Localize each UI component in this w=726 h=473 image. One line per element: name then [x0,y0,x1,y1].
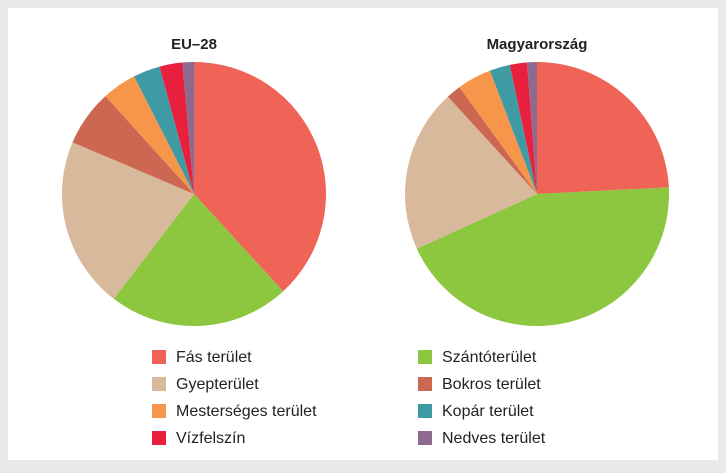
pie-slice [72,96,194,194]
pie-slice [509,62,537,194]
legend-swatch [418,350,432,364]
pie-slice [405,96,537,249]
legend-label: Kopár terület [442,403,534,420]
legend-label: Bokros terület [442,376,541,393]
chart-title: EU–28 [171,36,217,53]
pie-slice [537,62,669,194]
legend-swatch [418,377,432,391]
pie-slice [459,70,537,194]
legend-swatch [418,404,432,418]
legend-swatch [152,350,166,364]
legend-swatch [418,431,432,445]
legend-label: Mesterséges terület [176,403,317,420]
legend-label: Fás terület [176,349,252,366]
pie-slice [134,66,194,194]
legend-swatch [152,377,166,391]
legend-label: Gyepterület [176,376,259,393]
pie-slice [489,64,537,194]
pie-slice [182,62,194,194]
pie-slice [447,87,537,194]
pie-slice [113,194,284,326]
chart-title: Magyarország [487,36,588,53]
legend-swatch [152,431,166,445]
pie-slice [61,142,194,299]
legend-label: Szántóterület [442,349,537,366]
legend-label: Vízfelszín [176,430,245,447]
pie-slice [416,187,669,327]
legend-swatch [152,404,166,418]
pie-slice [105,76,194,194]
pie-slice [527,62,537,194]
legend-label: Nedves terület [442,430,546,447]
pie-slice [194,62,327,292]
pie-slice [159,62,194,195]
